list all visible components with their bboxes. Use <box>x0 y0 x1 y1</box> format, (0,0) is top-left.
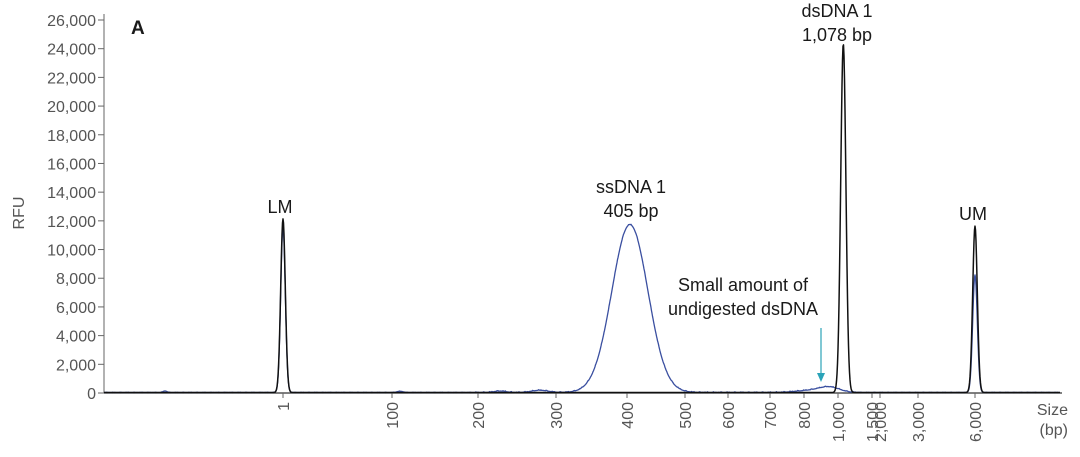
y-tick-label: 20,000 <box>47 99 96 116</box>
x-axis-title: (bp) <box>1040 422 1068 439</box>
x-tick-label: 3,000 <box>911 402 928 442</box>
x-tick-label: 1,500 <box>865 402 882 442</box>
x-tick-label: 200 <box>471 402 488 429</box>
x-tick-label: 100 <box>385 402 402 429</box>
panel-label: A <box>131 18 145 39</box>
annotations: LM ssDNA 1 405 bp dsDNA 1 1,078 bp UM Small am… <box>267 1 987 382</box>
trace-dsdna-black <box>103 44 1061 394</box>
x-tick-label: 2,000 <box>873 402 890 442</box>
x-tick-label: 500 <box>678 402 695 429</box>
x-tick-label: 800 <box>797 402 814 429</box>
x-axis-title: Size <box>1037 402 1068 419</box>
x-axis: 1 100 200 300 400 500 600 700 800 1,000 1,5002,000… <box>104 392 1068 442</box>
annotation-ss: ssDNA 1 <box>596 177 666 197</box>
x-tick-label: 700 <box>763 402 780 429</box>
y-axis: 0 2,000 4,000 6,000 8,000 10,000 12,000 14,000 1… <box>47 13 105 403</box>
y-tick-label: 22,000 <box>47 70 96 87</box>
x-tick-label: 300 <box>549 402 566 429</box>
y-tick-label: 0 <box>87 386 96 403</box>
y-tick-label: 8,000 <box>56 271 96 288</box>
y-tick-label: 26,000 <box>47 13 96 30</box>
y-tick-label: 14,000 <box>47 185 96 202</box>
y-axis-title: RFU <box>11 197 28 230</box>
annotation-lm: LM <box>267 197 292 217</box>
y-tick-label: 16,000 <box>47 156 96 173</box>
y-tick-label: 6,000 <box>56 300 96 317</box>
annotation-ds: dsDNA 1 <box>801 1 872 21</box>
traces <box>103 44 1061 394</box>
x-tick-label: 6,000 <box>968 402 985 442</box>
y-tick-label: 18,000 <box>47 128 96 145</box>
trace-ssdna-blue <box>103 223 1061 394</box>
annotation-small: undigested dsDNA <box>668 299 818 319</box>
x-tick-label: 600 <box>721 402 738 429</box>
x-tick-label: 1 <box>276 402 293 411</box>
y-tick-label: 4,000 <box>56 329 96 346</box>
annotation-ds: 1,078 bp <box>802 25 872 45</box>
y-tick-label: 2,000 <box>56 357 96 374</box>
annotation-arrowhead <box>817 373 825 382</box>
x-tick-label: 400 <box>620 402 637 429</box>
annotation-ss: 405 bp <box>603 201 658 221</box>
annotation-small: Small amount of <box>678 275 809 295</box>
y-tick-label: 24,000 <box>47 42 96 59</box>
annotation-um: UM <box>959 204 987 224</box>
y-tick-label: 12,000 <box>47 214 96 231</box>
y-tick-label: 10,000 <box>47 243 96 260</box>
x-tick-label: 1,000 <box>831 402 848 442</box>
